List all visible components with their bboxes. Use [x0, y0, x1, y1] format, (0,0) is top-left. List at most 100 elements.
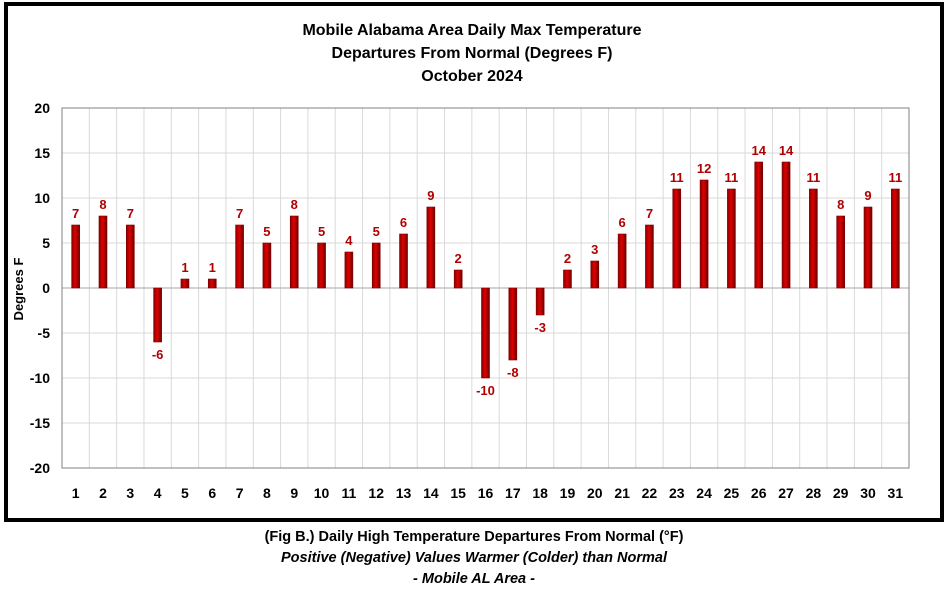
bar	[481, 287, 490, 379]
x-tick-label: 28	[806, 485, 822, 501]
y-tick-label: 10	[34, 190, 50, 206]
data-label: 14	[751, 143, 766, 158]
bar	[426, 206, 436, 289]
data-label: 11	[670, 170, 684, 185]
x-ticks: 1 2 3 4 5 6 7 8 9 10 11 12 13 14 15 16 17 18 19 20 21 22 23 24 2…	[72, 485, 904, 501]
x-tick-label: 25	[724, 485, 740, 501]
chart-title-line-3: October 2024	[421, 68, 522, 85]
bar	[590, 260, 600, 289]
x-tick-label: 18	[532, 485, 548, 501]
x-tick-label: 24	[696, 485, 712, 501]
data-label: 7	[72, 206, 79, 221]
caption-line-3: - Mobile AL Area -	[413, 571, 535, 587]
bar	[535, 287, 545, 316]
bar	[71, 224, 80, 289]
x-tick-label: 4	[154, 485, 162, 501]
data-label: 7	[646, 206, 653, 221]
x-tick-label: 6	[208, 485, 216, 501]
data-label: 14	[779, 143, 794, 158]
plot-area	[61, 107, 910, 469]
bar	[617, 233, 627, 289]
bar	[344, 251, 354, 289]
data-label: 12	[697, 161, 711, 176]
bar	[699, 179, 709, 289]
x-tick-label: 29	[833, 485, 849, 501]
bar	[235, 224, 244, 289]
bar	[836, 215, 845, 289]
data-label: -6	[152, 347, 164, 362]
data-label: 8	[291, 197, 298, 212]
bar	[754, 161, 764, 289]
data-label: 1	[181, 260, 188, 275]
bar	[508, 287, 518, 361]
data-label: 2	[455, 251, 462, 266]
data-label: 5	[263, 224, 270, 239]
bar	[781, 161, 791, 289]
y-axis-label: Degrees F	[11, 258, 26, 321]
y-tick-label: -15	[30, 415, 50, 431]
y-tick-label: 15	[34, 145, 50, 161]
bar	[153, 287, 162, 343]
figure-caption: (Fig B.) Daily High Temperature Departur…	[0, 527, 948, 590]
chart: Mobile Alabama Area Daily Max Temperatur…	[11, 22, 910, 501]
x-tick-label: 8	[263, 485, 271, 501]
data-label: 8	[837, 197, 844, 212]
bar	[645, 224, 654, 289]
x-tick-label: 30	[860, 485, 876, 501]
bar	[262, 242, 272, 289]
bar	[563, 269, 572, 289]
bar	[672, 188, 682, 289]
bar	[891, 188, 900, 289]
y-tick-label: 0	[42, 280, 50, 296]
caption-line-1: (Fig B.) Daily High Temperature Departur…	[264, 529, 684, 545]
data-label: 2	[564, 251, 571, 266]
bar	[371, 242, 381, 289]
bar	[317, 242, 326, 289]
x-tick-label: 13	[396, 485, 412, 501]
data-label: 7	[127, 206, 134, 221]
x-tick-label: 17	[505, 485, 521, 501]
x-tick-label: 26	[751, 485, 767, 501]
x-tick-label: 14	[423, 485, 439, 501]
bar	[180, 278, 190, 289]
x-tick-label: 9	[290, 485, 298, 501]
data-label: -3	[534, 320, 546, 335]
data-label: 5	[318, 224, 325, 239]
y-ticks: -20 -15 -10 -5 0 5 10 15 20	[30, 100, 50, 476]
x-tick-label: 23	[669, 485, 685, 501]
x-tick-label: 10	[314, 485, 330, 501]
y-tick-label: -5	[38, 325, 51, 341]
x-tick-label: 3	[126, 485, 134, 501]
bar	[863, 206, 873, 289]
x-tick-label: 21	[614, 485, 630, 501]
data-label: 1	[209, 260, 216, 275]
bar	[453, 269, 463, 289]
data-label: 9	[427, 188, 434, 203]
x-tick-label: 2	[99, 485, 107, 501]
bar	[207, 278, 217, 289]
x-tick-label: 12	[368, 485, 384, 501]
data-label: 7	[236, 206, 243, 221]
y-tick-label: -20	[30, 460, 50, 476]
x-tick-label: 19	[560, 485, 576, 501]
x-tick-label: 27	[778, 485, 794, 501]
x-tick-label: 16	[478, 485, 494, 501]
y-tick-label: -10	[30, 370, 50, 386]
data-label: 8	[99, 197, 106, 212]
data-label: 11	[806, 170, 820, 185]
bar	[809, 188, 818, 289]
bar	[289, 215, 299, 289]
bar	[126, 224, 135, 289]
data-label: 5	[373, 224, 380, 239]
data-label: 4	[345, 233, 353, 248]
bars	[71, 161, 900, 379]
data-label: -8	[507, 365, 519, 380]
x-tick-label: 22	[642, 485, 658, 501]
x-tick-label: 11	[341, 485, 356, 501]
data-label: 11	[888, 170, 902, 185]
data-label: -10	[476, 383, 495, 398]
x-tick-label: 7	[236, 485, 244, 501]
x-tick-label: 20	[587, 485, 603, 501]
data-label: 6	[618, 215, 625, 230]
chart-title-line-1: Mobile Alabama Area Daily Max Temperatur…	[302, 22, 641, 39]
